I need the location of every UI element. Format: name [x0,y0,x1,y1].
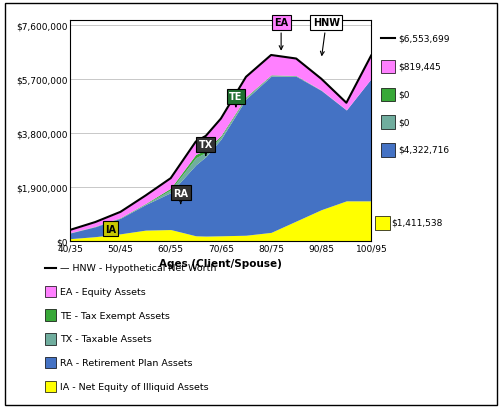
Text: TE - Tax Exempt Assets: TE - Tax Exempt Assets [60,311,170,320]
Text: RA: RA [173,188,188,204]
Text: $819,445: $819,445 [397,62,440,71]
X-axis label: Ages (Client/Spouse): Ages (Client/Spouse) [159,258,282,269]
Text: — HNW - Hypothetical Net Worth: — HNW - Hypothetical Net Worth [60,263,216,272]
Text: $4,322,716: $4,322,716 [397,146,448,155]
Text: HNW: HNW [312,18,339,56]
Text: $0: $0 [397,90,409,99]
Text: IA: IA [105,224,116,234]
Text: $0: $0 [397,118,409,127]
Text: IA - Net Equity of Illiquid Assets: IA - Net Equity of Illiquid Assets [60,382,208,391]
Text: TX: TX [198,140,212,156]
Text: TX - Taxable Assets: TX - Taxable Assets [60,335,152,344]
Text: EA: EA [274,18,288,50]
Text: EA - Equity Assets: EA - Equity Assets [60,287,146,296]
Text: TE: TE [229,92,242,108]
Text: $1,411,538: $1,411,538 [391,218,442,227]
Text: RA - Retirement Plan Assets: RA - Retirement Plan Assets [60,358,192,367]
Text: $6,553,699: $6,553,699 [397,34,449,43]
